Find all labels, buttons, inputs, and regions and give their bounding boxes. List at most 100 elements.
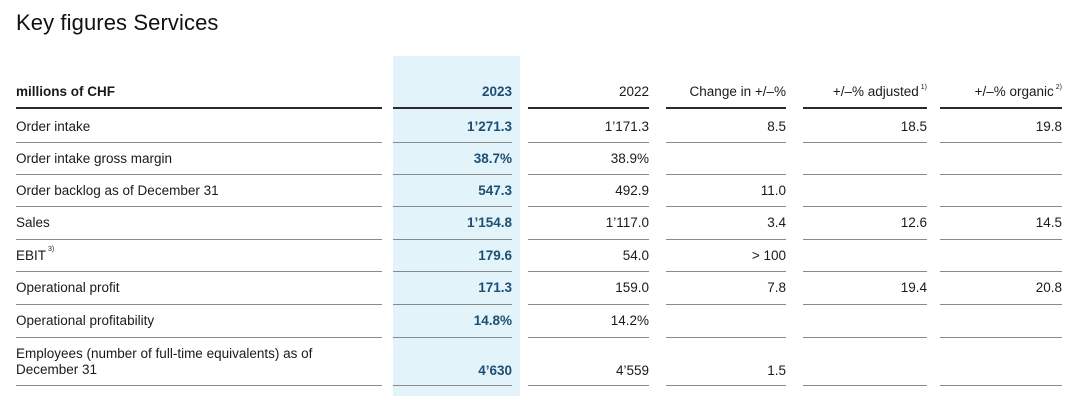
row-rule — [666, 271, 786, 272]
header-rule — [666, 107, 786, 109]
header-change-text: Change in +/–% — [689, 83, 786, 99]
row-rule — [940, 304, 1062, 305]
cell-y2023: 38.7% — [473, 151, 512, 166]
row-rule — [666, 206, 786, 207]
row-label-text: Sales — [16, 215, 50, 230]
row-rule — [666, 142, 786, 143]
row-rule — [528, 142, 649, 143]
cell-change: 11.0 — [760, 183, 786, 198]
row-rule — [803, 142, 927, 143]
header-rule — [528, 107, 649, 109]
row-rule — [803, 239, 927, 240]
header-2023: 2023 — [393, 74, 512, 108]
row-rule — [393, 271, 512, 272]
row-rule — [16, 304, 382, 305]
header-label-text: millions of CHF — [16, 83, 115, 99]
row-rule — [16, 337, 382, 338]
row-label-text: Order intake — [16, 119, 91, 134]
cell-y2023: 171.3 — [478, 280, 512, 295]
header-label: millions of CHF — [16, 74, 382, 108]
row-label: Order intake — [16, 119, 90, 134]
cell-change: > 100 — [751, 248, 786, 263]
cell-y2023: 1’154.8 — [466, 215, 512, 230]
row-rule — [803, 271, 927, 272]
row-rule — [666, 174, 786, 175]
cell-change: 3.4 — [767, 215, 786, 230]
row-rule — [940, 239, 1062, 240]
row-rule — [393, 142, 512, 143]
header-2023-text: 2023 — [481, 83, 512, 99]
row-label: Operational profitability — [16, 313, 154, 328]
header-change: Change in +/–% — [666, 74, 786, 108]
cell-adjusted: 18.5 — [900, 119, 927, 134]
header-rule — [393, 107, 512, 109]
row-rule — [666, 304, 786, 305]
cell-y2022: 54.0 — [622, 248, 649, 263]
row-rule — [803, 174, 927, 175]
row-label: Order intake gross margin — [16, 151, 172, 166]
cell-change: 8.5 — [767, 119, 786, 134]
row-rule — [393, 385, 512, 386]
cell-change: 7.8 — [767, 280, 786, 295]
row-rule — [16, 239, 382, 240]
cell-change: 1.5 — [767, 363, 786, 378]
cell-organic: 14.5 — [1035, 215, 1062, 230]
row-rule — [16, 271, 382, 272]
row-rule — [528, 174, 649, 175]
cell-organic: 20.8 — [1035, 280, 1062, 295]
row-rule — [666, 239, 786, 240]
row-rule — [666, 337, 786, 338]
row-rule — [528, 239, 649, 240]
row-rule — [16, 174, 382, 175]
row-rule — [16, 385, 382, 386]
cell-adjusted: 12.6 — [900, 215, 927, 230]
row-label-text: Operational profit — [16, 280, 120, 295]
row-rule — [528, 385, 649, 386]
cell-y2022: 4’559 — [615, 363, 649, 378]
row-label: Order backlog as of December 31 — [16, 183, 219, 198]
row-rule — [528, 304, 649, 305]
cell-y2022: 1’171.3 — [604, 119, 649, 134]
row-label: Sales — [16, 215, 50, 230]
row-rule — [393, 174, 512, 175]
row-label-text: Operational profitability — [16, 313, 155, 328]
cell-y2022: 14.2% — [610, 313, 649, 328]
cell-y2023: 4’630 — [478, 363, 512, 378]
row-label-text: Order intake gross margin — [16, 151, 173, 166]
row-rule — [940, 174, 1062, 175]
header-rule — [803, 107, 927, 109]
header-rule — [940, 107, 1062, 109]
row-rule — [666, 385, 786, 386]
cell-y2023: 179.6 — [478, 248, 512, 263]
header-adjusted: +/–% adjusted 1) — [803, 74, 927, 108]
highlight-column-2023 — [393, 56, 520, 396]
cell-y2022: 38.9% — [610, 151, 649, 166]
cell-y2022: 492.9 — [615, 183, 649, 198]
row-rule — [393, 337, 512, 338]
header-2022: 2022 — [528, 74, 649, 108]
page-title: Key figures Services — [16, 10, 219, 35]
cell-organic: 19.8 — [1035, 119, 1062, 134]
header-2022-text: 2022 — [618, 83, 649, 99]
row-rule — [940, 337, 1062, 338]
header-adjusted-text: +/–% adjusted — [832, 83, 919, 99]
cell-y2022: 159.0 — [615, 280, 649, 295]
row-label: Operational profit — [16, 280, 120, 295]
row-label-text: EBIT — [16, 248, 47, 263]
cell-y2022: 1’117.0 — [605, 215, 649, 230]
cell-y2023: 547.3 — [478, 183, 512, 198]
row-rule — [803, 206, 927, 207]
header-organic: +/–% organic 2) — [940, 74, 1062, 108]
row-label: Employees (number of full-time equivalen… — [16, 346, 376, 378]
header-organic-text: +/–% organic — [974, 83, 1054, 99]
row-label-text: Order backlog as of December 31 — [16, 183, 219, 198]
row-rule — [940, 271, 1062, 272]
row-label-text: Employees (number of full-time equivalen… — [16, 346, 313, 377]
row-rule — [528, 337, 649, 338]
row-rule — [940, 206, 1062, 207]
cell-y2023: 1’271.3 — [466, 119, 512, 134]
footnote-2: 2) — [1055, 83, 1062, 91]
cell-adjusted: 19.4 — [900, 280, 927, 295]
row-rule — [393, 304, 512, 305]
row-rule — [940, 142, 1062, 143]
